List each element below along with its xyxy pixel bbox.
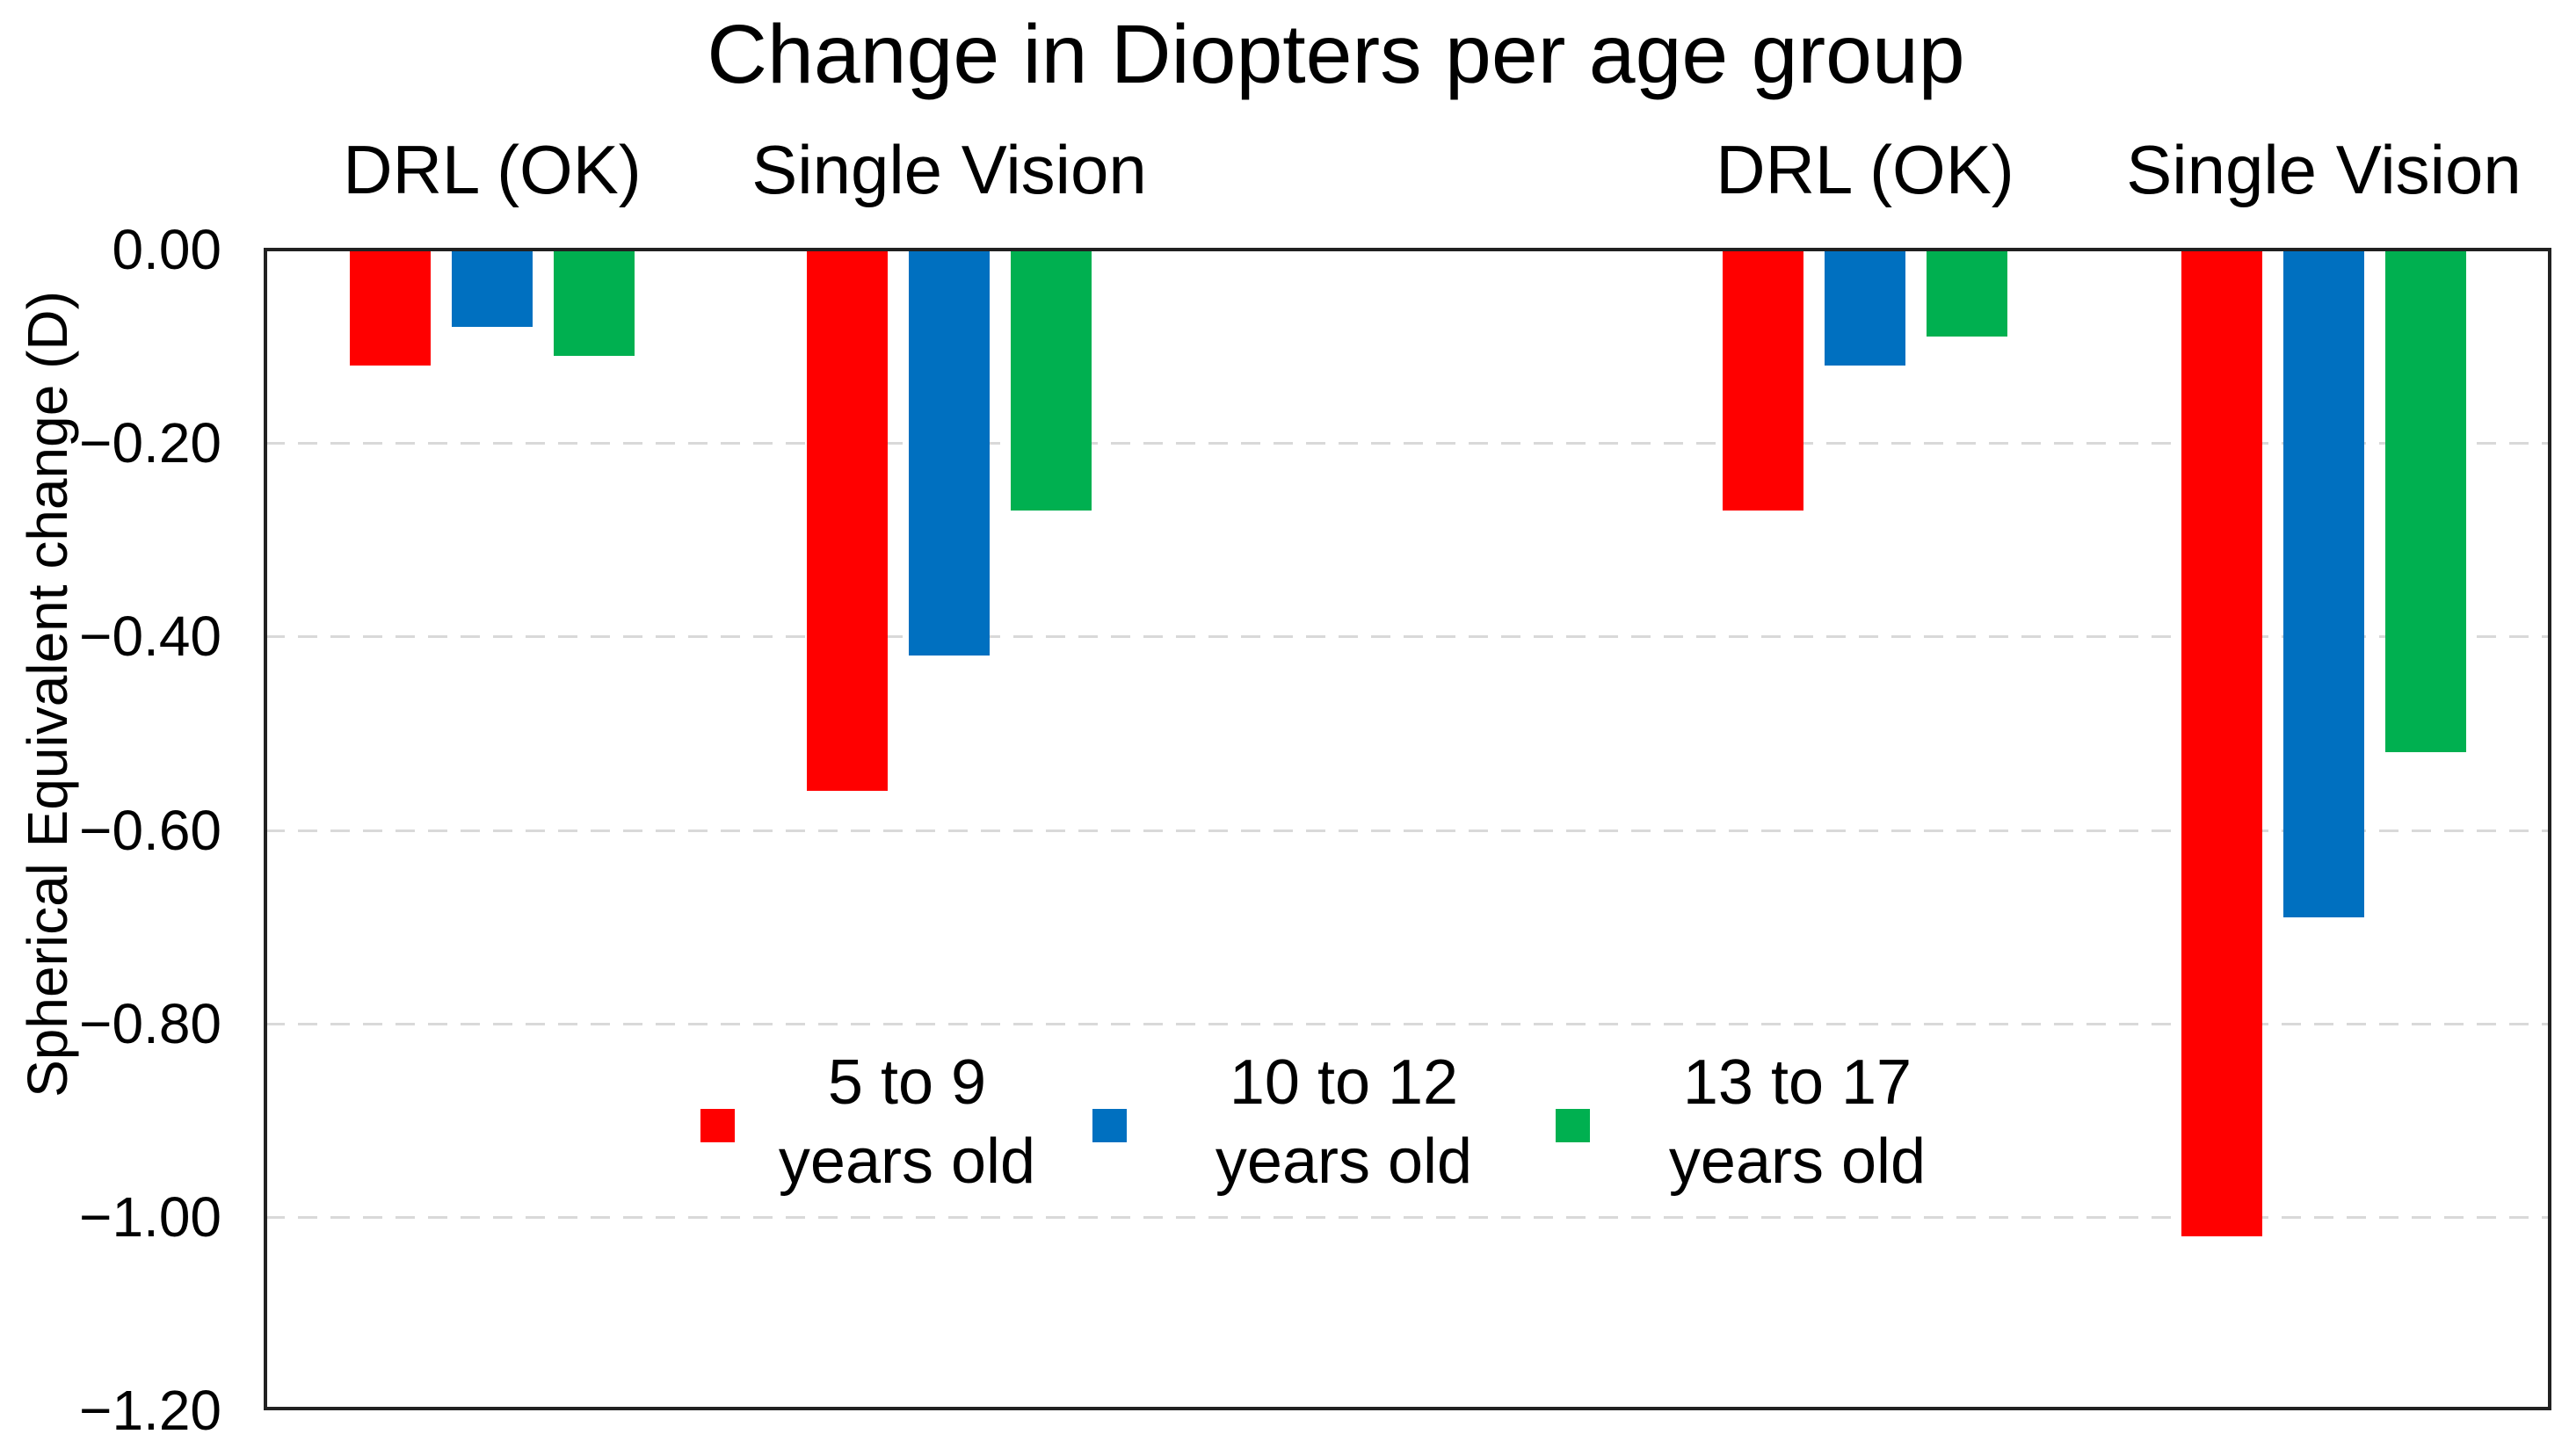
y-tick-label: −0.80 (79, 991, 221, 1055)
y-tick-label: −1.00 (79, 1184, 221, 1249)
gridline (265, 442, 2550, 445)
x-group-label: DRL (OK) (1716, 131, 2014, 208)
bar-10-to-12-years-old-3 (1825, 250, 1905, 366)
bar-10-to-12-years-old-1 (452, 250, 533, 327)
legend-label: 10 to 12 years old (1215, 1047, 1473, 1197)
x-group-label: DRL (OK) (343, 131, 642, 208)
gridline (265, 829, 2550, 832)
y-tick-label: 0.00 (112, 218, 221, 281)
legend-swatch (1556, 1109, 1590, 1142)
bar-13-to-17-years-old-4 (2385, 250, 2466, 752)
gridline (265, 635, 2550, 639)
legend-label: 5 to 9 years old (778, 1047, 1036, 1197)
bar-13-to-17-years-old-2 (1011, 250, 1092, 511)
x-group-label: Single Vision (751, 131, 1147, 208)
bar-13-to-17-years-old-3 (1927, 250, 2007, 337)
bar-10-to-12-years-old-2 (909, 250, 990, 656)
y-tick-label: −0.20 (79, 411, 221, 475)
y-tick-label: −0.40 (79, 605, 221, 669)
legend-swatch (700, 1109, 735, 1142)
gridline (265, 1215, 2550, 1219)
y-tick-label: −1.20 (79, 1379, 221, 1442)
legend-swatch (1092, 1109, 1127, 1142)
x-group-label: Single Vision (2126, 131, 2522, 208)
bar-13-to-17-years-old-1 (554, 250, 635, 356)
bar-10-to-12-years-old-4 (2283, 250, 2364, 917)
y-tick-label: −0.60 (79, 798, 221, 862)
legend-label: 13 to 17 years old (1668, 1047, 1927, 1197)
chart-title: Change in Diopters per age group (707, 8, 1965, 101)
bar-5-to-9-years-old-4 (2181, 250, 2262, 1236)
gridline (265, 1022, 2550, 1025)
bar-5-to-9-years-old-1 (350, 250, 431, 366)
bar-5-to-9-years-old-3 (1723, 250, 1803, 511)
bar-5-to-9-years-old-2 (807, 250, 888, 791)
